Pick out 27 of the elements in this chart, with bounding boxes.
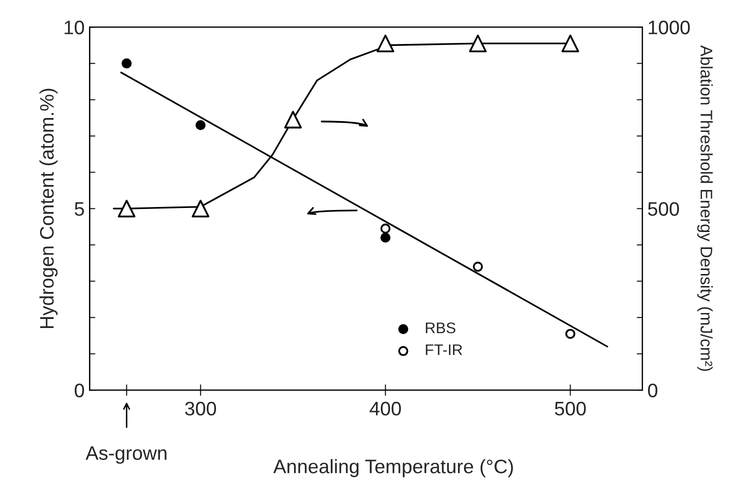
y2-axis-title: Ablation Threshold Energy Density (mJ/cm²) (697, 45, 713, 371)
point (565, 328, 576, 339)
point (196, 120, 206, 130)
x-tick-label: 500 (554, 402, 586, 416)
point (380, 224, 390, 234)
y-axis-title: Hydrogen Content (atom.%) (39, 88, 58, 328)
y-tick-label: 0 (74, 384, 84, 398)
point (472, 262, 483, 272)
text: As-grown (86, 446, 166, 464)
legend-label: RBS (426, 322, 456, 334)
point (469, 34, 487, 52)
legend-label: FT-IR (426, 344, 462, 356)
x-tick-label: 400 (370, 402, 401, 416)
point (376, 34, 394, 52)
y2-tick-label: 0 (648, 384, 658, 398)
y2-tick-label: 500 (648, 202, 679, 216)
x-axis-title: Annealing Temperature (°C) (273, 459, 513, 478)
point (284, 110, 302, 128)
y-tick-label: 10 (64, 20, 84, 34)
point (192, 200, 210, 218)
point (380, 232, 390, 243)
point (122, 58, 132, 68)
y-tick-label: 5 (74, 202, 84, 216)
point (561, 34, 580, 52)
x-tick-label: 300 (185, 402, 216, 416)
point (118, 200, 136, 218)
y2-tick-label: 1000 (648, 20, 690, 34)
